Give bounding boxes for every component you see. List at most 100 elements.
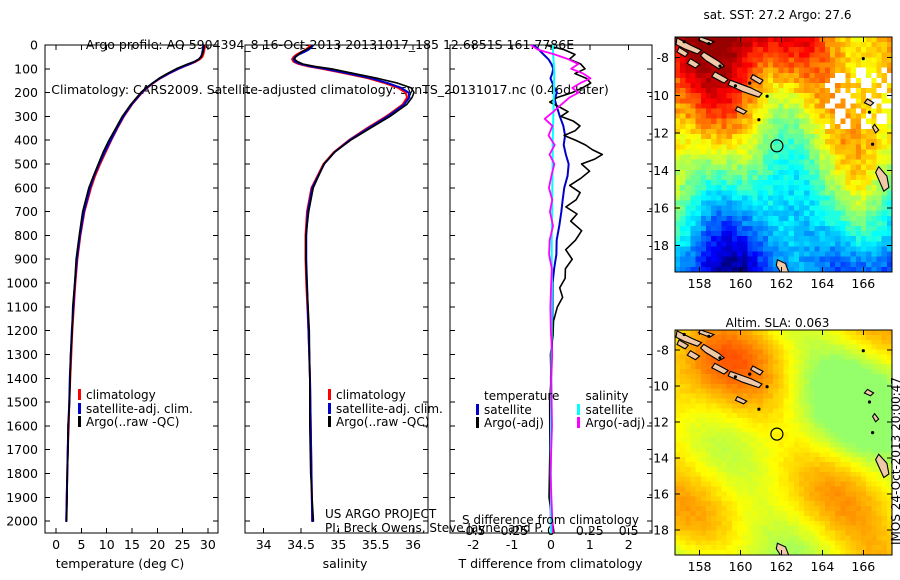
y-tick-label: 1300 (6, 347, 38, 362)
argo-float-marker[interactable] (770, 427, 784, 441)
map-cell (675, 98, 681, 105)
map-cell (830, 77, 836, 84)
y-tick-label: 600 (14, 180, 38, 195)
map-cell (824, 139, 831, 145)
map-cell (845, 403, 852, 409)
map-cell (768, 226, 774, 232)
map-cell (690, 510, 697, 517)
map-cell (788, 77, 795, 84)
map-cell (747, 339, 754, 346)
map-cell (886, 403, 892, 409)
map-cell (845, 476, 852, 483)
map-cell (871, 246, 878, 253)
map-cell (793, 398, 800, 404)
map-cell (861, 364, 867, 370)
map-cell (830, 67, 836, 74)
map-cell (866, 339, 872, 346)
map-cell (835, 256, 841, 263)
map-cell (804, 57, 810, 64)
map-cell (871, 200, 878, 207)
map-cell (788, 447, 795, 453)
map-cell (685, 62, 692, 69)
map-cell (850, 200, 857, 207)
map-cell (757, 540, 764, 546)
map-cell (845, 550, 852, 555)
map-cell (716, 154, 723, 161)
map-cell (752, 476, 759, 483)
map-cell (850, 37, 857, 43)
map-cell (742, 123, 748, 130)
map-cell (835, 437, 841, 444)
legend-item: Argo(-adj) (476, 416, 559, 431)
map-cell (835, 466, 841, 473)
map-cell (871, 349, 878, 356)
map-cell (871, 77, 878, 84)
map-cell (768, 236, 774, 242)
map-cell (793, 334, 800, 341)
map-cell (726, 520, 733, 527)
map-cell (840, 418, 847, 424)
map-cell (809, 82, 816, 89)
map-cell (799, 195, 805, 202)
map-cell (680, 226, 686, 232)
map-cell (752, 42, 759, 48)
map-cell (752, 220, 759, 227)
map-cell (716, 256, 723, 263)
map-cell (773, 205, 779, 212)
map-cell (871, 128, 878, 135)
map-cell (773, 501, 779, 507)
map-cell (711, 52, 717, 59)
map-cell (840, 501, 847, 507)
map-cell (757, 180, 764, 186)
map-cell (855, 118, 862, 125)
map-cell (690, 154, 697, 161)
map-cell (706, 491, 712, 497)
map-cell (690, 501, 697, 507)
map-cell (855, 442, 862, 448)
map-cell (680, 525, 686, 532)
map-cell (814, 236, 821, 242)
map-cell (855, 476, 862, 483)
map-cell (700, 369, 707, 375)
map-cell (737, 334, 743, 341)
map-cell (731, 432, 738, 439)
map-cell (783, 241, 790, 248)
sst-map[interactable]: 158 160 162 164 166-8-10-12-14-16-18 (649, 0, 900, 300)
map-cell (695, 398, 702, 404)
map-cell (840, 515, 847, 522)
map-cell (778, 383, 785, 390)
map-cell (675, 496, 681, 502)
sla-map[interactable]: 158 160 162 164 166-8-10-12-14-16-18 (649, 300, 900, 580)
legend-item: Argo(..raw -QC) (78, 415, 193, 430)
map-cell (711, 393, 717, 400)
map-cell (762, 185, 769, 191)
legend-color-swatch (78, 389, 81, 400)
map-cell (778, 82, 785, 89)
map-cell (716, 67, 723, 74)
map-cell (783, 530, 790, 537)
argo-float-marker[interactable] (770, 139, 784, 153)
map-cell (747, 98, 754, 105)
map-cell (799, 190, 805, 196)
map-cell (866, 471, 872, 478)
map-cell (675, 540, 681, 546)
map-cell (824, 123, 831, 130)
map-cell (835, 215, 841, 222)
map-cell (706, 241, 712, 248)
map-cell (886, 169, 892, 176)
map-cell (788, 545, 795, 551)
islet (682, 332, 686, 337)
map-cell (711, 462, 717, 468)
map-cell (799, 550, 805, 555)
map-cell (700, 496, 707, 502)
map-cell (799, 545, 805, 551)
map-cell (773, 442, 779, 448)
map-cell (830, 403, 836, 409)
map-cell (716, 506, 723, 512)
map-cell (752, 200, 759, 207)
map-cell (788, 82, 795, 89)
map-cell (690, 220, 697, 227)
map-cell (757, 236, 764, 242)
map-cell (814, 481, 821, 488)
